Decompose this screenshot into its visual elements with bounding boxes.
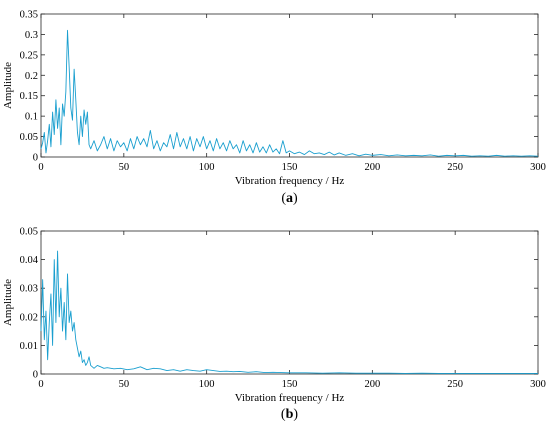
y-axis-label: Amplitude bbox=[2, 62, 14, 109]
x-tick-label: 0 bbox=[38, 379, 43, 390]
x-tick-label: 50 bbox=[119, 379, 130, 390]
x-axis-label: Vibration frequency / Hz bbox=[235, 175, 345, 187]
caption-close-paren: ) bbox=[293, 191, 298, 206]
caption-letter: a bbox=[286, 191, 293, 206]
y-tick-label: 0.02 bbox=[20, 312, 38, 323]
x-tick-label: 150 bbox=[282, 162, 298, 173]
y-tick-label: 0.03 bbox=[20, 284, 38, 295]
x-tick-label: 300 bbox=[530, 162, 546, 173]
y-tick-label: 0.1 bbox=[25, 112, 38, 123]
y-tick-label: 0.25 bbox=[20, 50, 38, 61]
y-tick-label: 0.05 bbox=[20, 227, 38, 238]
y-tick-label: 0.3 bbox=[25, 30, 38, 41]
y-tick-label: 0 bbox=[33, 370, 38, 381]
y-tick-label: 0.2 bbox=[25, 71, 38, 82]
plot-frame bbox=[40, 13, 539, 158]
panel-b: 0 50 100 150 200 250 300 0 0.01 0.02 0.03 0.04 0.05 V… bbox=[2, 227, 546, 423]
y-tick-label: 0 bbox=[33, 153, 38, 164]
x-tick-label: 300 bbox=[530, 379, 546, 390]
y-tick-label: 0.05 bbox=[20, 132, 38, 143]
series-line bbox=[40, 250, 538, 374]
y-tick-label: 0.01 bbox=[20, 341, 38, 352]
x-tick-label: 250 bbox=[447, 162, 463, 173]
x-tick-label: 250 bbox=[447, 379, 463, 390]
x-tick-label: 200 bbox=[364, 162, 380, 173]
series-line bbox=[40, 29, 539, 157]
y-tick-label: 0.35 bbox=[20, 10, 38, 21]
x-axis-label: Vibration frequency / Hz bbox=[235, 392, 345, 404]
x-tick-label: 100 bbox=[199, 379, 215, 390]
caption-close-paren: ) bbox=[293, 407, 298, 422]
plot-frame bbox=[40, 230, 539, 375]
panel-caption: (a) bbox=[281, 191, 298, 206]
caption-letter: b bbox=[286, 407, 294, 422]
panel-caption: (b) bbox=[281, 407, 298, 422]
caption-open-paren: ( bbox=[281, 191, 286, 206]
caption-open-paren: ( bbox=[281, 407, 286, 422]
x-tick-label: 0 bbox=[38, 162, 43, 173]
y-tick-label: 0.04 bbox=[20, 255, 39, 266]
y-axis-label: Amplitude bbox=[2, 279, 14, 326]
y-tick-label: 0.15 bbox=[20, 91, 38, 102]
x-tick-label: 200 bbox=[364, 379, 380, 390]
x-tick-label: 150 bbox=[282, 379, 298, 390]
panel-a: 0 50 100 150 200 250 300 0 0.05 0.1 0.15 0.2 0.25 0.3… bbox=[2, 10, 546, 207]
x-tick-label: 50 bbox=[119, 162, 130, 173]
x-tick-label: 100 bbox=[199, 162, 215, 173]
